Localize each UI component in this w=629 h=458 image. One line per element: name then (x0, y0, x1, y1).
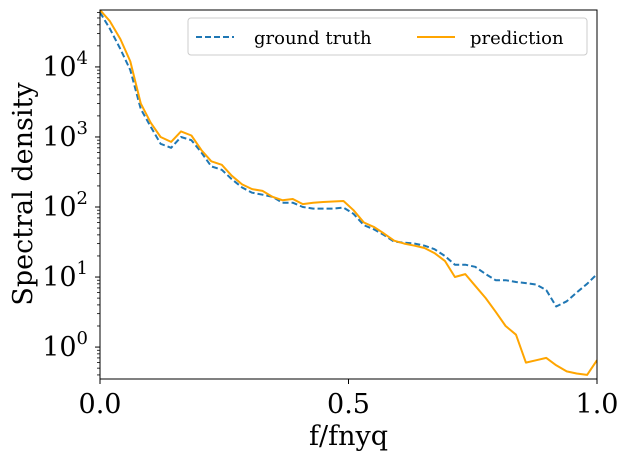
y-tick-label: 104 (42, 48, 88, 83)
x-axis-label: f/fnyq (309, 421, 388, 452)
y-tick-label: 102 (42, 188, 88, 223)
x-tick-label: 0.5 (327, 389, 370, 420)
series-line-ground-truth (100, 11, 597, 308)
x-tick-label: 1.0 (576, 389, 619, 420)
x-tick-label: 0.0 (79, 389, 122, 420)
x-axis: 0.0 0.5 1.0 (79, 379, 619, 420)
y-tick-label: 100 (42, 328, 88, 363)
legend-box (187, 17, 588, 56)
series-layer (100, 10, 597, 376)
legend: ground truth prediction (187, 17, 588, 56)
legend-label-prediction: prediction (470, 28, 564, 49)
plot-frame (99, 9, 598, 380)
y-axis: 100 101 102 103 104 (42, 12, 100, 376)
legend-label-ground-truth: ground truth (254, 28, 372, 49)
y-tick-label: 101 (42, 258, 88, 293)
y-axis-label: Spectral density (8, 82, 39, 306)
y-tick-label: 103 (42, 118, 88, 153)
series-line-prediction (100, 10, 597, 376)
